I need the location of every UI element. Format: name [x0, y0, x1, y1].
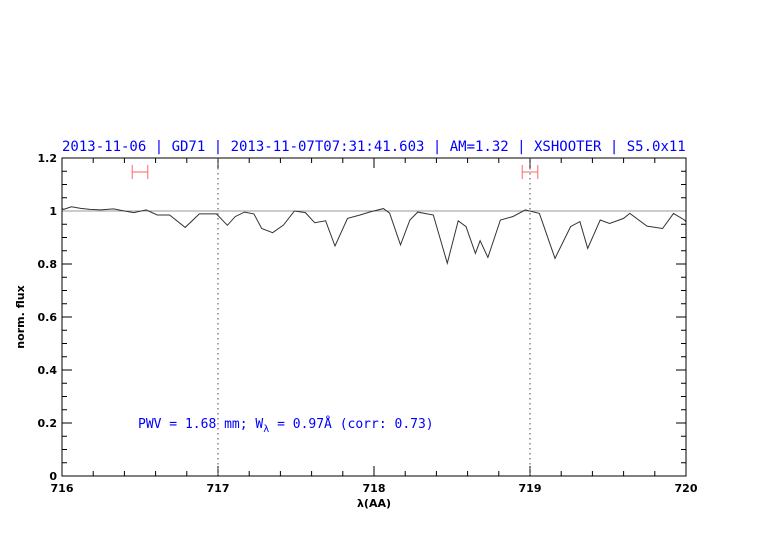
x-tick-label: 716 — [51, 482, 74, 495]
y-tick-label: 1.2 — [38, 152, 58, 165]
annotation-suffix: = 0.97Å (corr: 0.73) — [269, 416, 433, 432]
y-tick-label: 0.8 — [38, 258, 58, 271]
range-marker — [521, 165, 539, 179]
x-tick-labels: 716 717 718 719 720 — [51, 482, 698, 495]
x-tick-label: 717 — [207, 482, 230, 495]
spectrum-line — [61, 206, 687, 266]
annotation-prefix: PWV = 1.68 mm; W — [138, 417, 263, 432]
chart-title: 2013-11-06 | GD71 | 2013-11-07T07:31:41.… — [62, 139, 686, 155]
y-tick-label: 0.4 — [38, 364, 58, 377]
y-axis-label: norm. flux — [14, 285, 27, 348]
x-tick-label: 720 — [675, 482, 698, 495]
dotted-lines — [217, 158, 531, 476]
y-tick-label: 0 — [49, 470, 57, 483]
x-tick-label: 718 — [363, 482, 386, 495]
y-tick-labels: 0 0.2 0.4 0.6 0.8 1 1.2 — [38, 152, 58, 483]
x-tick-label: 719 — [519, 482, 542, 495]
y-tick-label: 1 — [49, 205, 57, 218]
x-axis-label: λ(AA) — [357, 497, 391, 510]
annotation-subscript: λ — [263, 424, 269, 435]
range-markers — [131, 165, 539, 179]
y-tick-label: 0.2 — [38, 417, 58, 430]
plot-frame — [61, 157, 687, 477]
y-tick-label: 0.6 — [38, 311, 58, 324]
range-marker — [131, 165, 149, 179]
pwv-annotation: PWV = 1.68 mm; Wλ = 0.97Å (corr: 0.73) — [138, 416, 434, 435]
